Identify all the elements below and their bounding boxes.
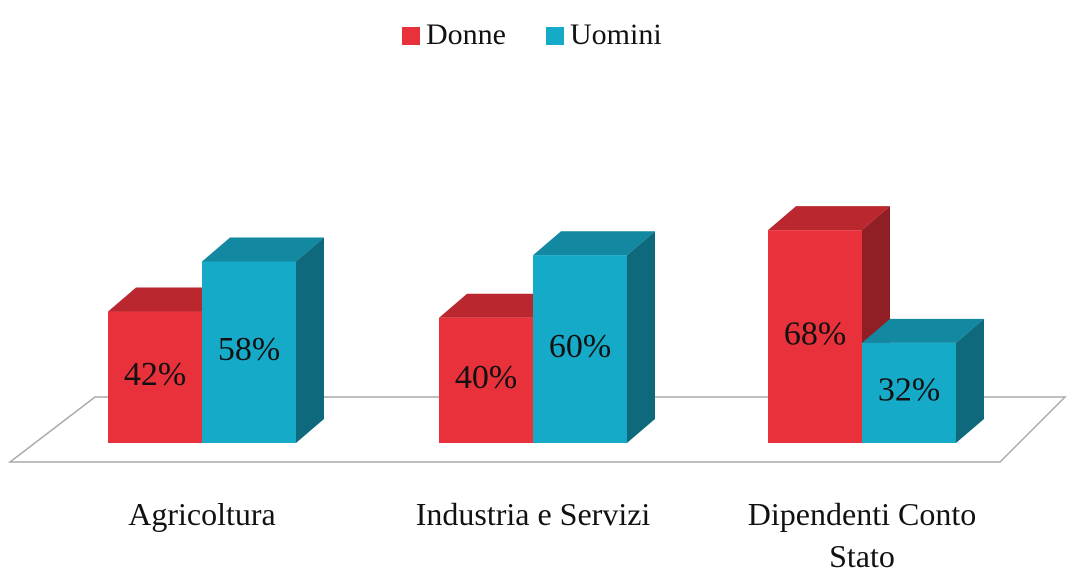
bar xyxy=(768,230,862,443)
bar-side xyxy=(296,237,324,443)
x-tick-label: Industria e Servizi xyxy=(415,496,651,532)
x-tick-label: Dipendenti Conto Stato xyxy=(747,496,977,574)
legend-label: Donne xyxy=(426,18,506,51)
bar-side xyxy=(956,318,984,443)
value-label: 40% xyxy=(455,359,517,396)
bar-top xyxy=(533,231,655,256)
x-tick-label: Agricoltura xyxy=(128,496,276,532)
bar-top xyxy=(202,237,324,262)
legend-swatch xyxy=(402,27,420,45)
bar xyxy=(439,317,533,443)
legend-label: Uomini xyxy=(570,18,662,51)
bar-top xyxy=(439,293,561,318)
legend-swatch xyxy=(545,27,564,45)
bar-top xyxy=(862,318,984,343)
bar-top xyxy=(768,206,890,231)
value-label: 58% xyxy=(218,331,280,368)
value-label: 68% xyxy=(784,315,846,352)
value-label: 60% xyxy=(549,328,611,365)
bar-side xyxy=(627,231,655,443)
value-label: 32% xyxy=(878,372,940,409)
bar xyxy=(862,342,956,443)
bar-top xyxy=(108,287,230,312)
bar xyxy=(108,311,202,443)
value-label: 42% xyxy=(124,356,186,393)
bar xyxy=(533,255,627,443)
bar xyxy=(202,261,296,443)
